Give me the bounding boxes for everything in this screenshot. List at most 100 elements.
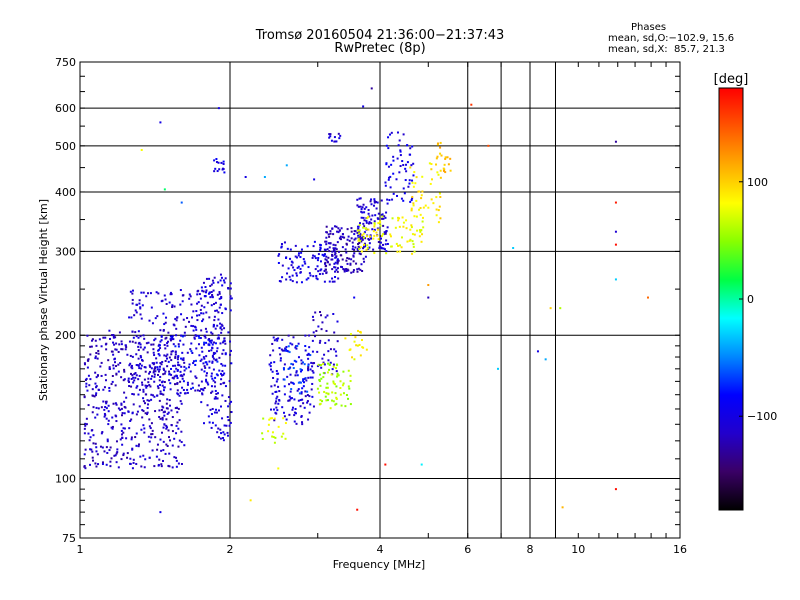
data-point [326, 382, 329, 385]
data-point [365, 227, 368, 230]
data-point [219, 273, 222, 276]
data-point [337, 277, 340, 280]
data-point [197, 301, 200, 304]
data-point [284, 348, 287, 351]
data-point [297, 399, 300, 402]
data-point [171, 350, 174, 353]
data-point [339, 393, 342, 396]
data-point [197, 343, 200, 346]
phase-legend-title: Phases [631, 22, 667, 33]
data-point [219, 342, 222, 345]
data-point [385, 239, 388, 242]
data-point [210, 331, 213, 334]
data-point [307, 376, 310, 379]
data-point [223, 433, 226, 436]
data-point [207, 292, 210, 295]
data-point [295, 370, 298, 373]
data-point [142, 291, 145, 294]
data-point [97, 463, 100, 466]
data-point [388, 199, 391, 202]
data-point [359, 253, 362, 256]
data-point [323, 269, 326, 272]
data-point [294, 407, 297, 410]
data-point [106, 438, 109, 441]
data-point [368, 242, 371, 245]
data-point [180, 402, 183, 405]
data-point [116, 451, 119, 454]
data-point [135, 374, 138, 377]
data-point [337, 132, 340, 135]
data-point [314, 335, 317, 338]
data-point [337, 231, 340, 234]
data-point [193, 336, 196, 339]
colorbar-tick-label: 0 [747, 293, 754, 306]
data-point [162, 368, 165, 371]
data-point [280, 348, 283, 351]
data-point [357, 329, 360, 332]
data-point [421, 220, 424, 223]
data-point [114, 336, 117, 339]
data-point [339, 235, 342, 238]
data-point [352, 255, 355, 258]
data-point [169, 388, 172, 391]
data-point [166, 357, 169, 360]
data-point [362, 247, 365, 250]
data-point [130, 316, 133, 319]
data-point [108, 367, 111, 370]
data-point [157, 464, 160, 467]
data-point [169, 293, 172, 296]
data-point [321, 253, 324, 256]
data-point [319, 244, 322, 247]
data-point [213, 397, 216, 400]
data-point [204, 285, 207, 288]
data-point [120, 414, 123, 417]
data-point [91, 338, 94, 341]
data-point [303, 260, 306, 263]
data-point [164, 370, 167, 373]
data-point [384, 243, 387, 246]
data-point [170, 424, 173, 427]
data-point [222, 439, 225, 442]
data-point [210, 341, 213, 344]
data-point [421, 233, 424, 236]
data-point [333, 249, 336, 252]
data-point [220, 323, 223, 326]
data-point [176, 382, 179, 385]
data-point [84, 422, 87, 425]
data-point [307, 366, 310, 369]
data-point [183, 365, 186, 368]
data-point [308, 411, 311, 414]
data-point [132, 461, 135, 464]
data-point [197, 335, 200, 338]
data-point [288, 351, 291, 354]
data-point [336, 230, 339, 233]
data-point [183, 331, 186, 334]
data-point [312, 319, 315, 322]
data-point [415, 199, 418, 202]
data-point [171, 466, 174, 469]
data-point [141, 383, 144, 386]
data-point [390, 245, 393, 248]
data-point [390, 131, 393, 134]
data-point [114, 454, 117, 457]
data-point [137, 378, 140, 381]
data-point [107, 419, 110, 422]
data-point [309, 403, 312, 406]
data-point [210, 339, 213, 342]
data-point [126, 456, 129, 459]
data-point [318, 341, 321, 344]
data-point [292, 336, 295, 339]
data-point [224, 342, 227, 345]
data-point [223, 327, 226, 330]
data-point [331, 268, 334, 271]
data-point [170, 359, 173, 362]
data-point [183, 369, 186, 372]
data-point [179, 391, 182, 394]
data-point [389, 235, 392, 238]
data-point [154, 410, 157, 413]
data-point [277, 385, 280, 388]
data-point [140, 148, 143, 151]
data-point [140, 356, 143, 359]
data-point [336, 270, 339, 273]
data-point [436, 171, 439, 174]
